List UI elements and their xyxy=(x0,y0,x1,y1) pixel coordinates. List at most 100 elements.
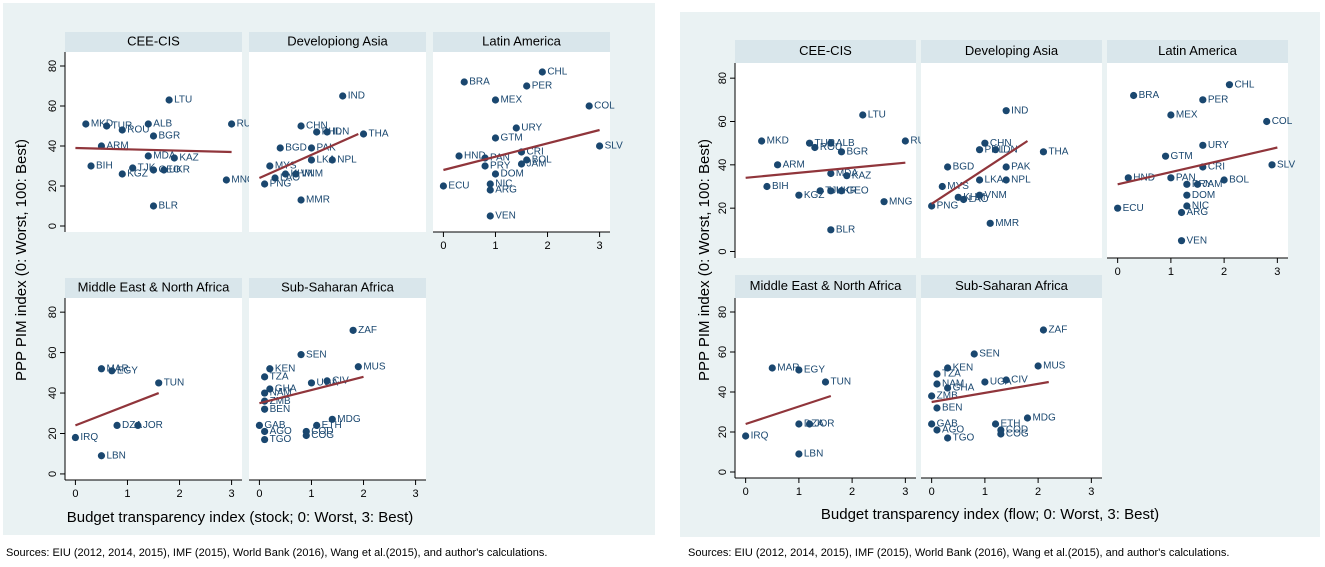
panel-title: Developiong Asia xyxy=(287,33,388,48)
point xyxy=(827,139,835,147)
point xyxy=(486,180,494,188)
point xyxy=(928,202,936,210)
point-label: CHN xyxy=(990,138,1012,149)
point-label: CIV xyxy=(1011,375,1028,386)
point xyxy=(837,148,846,156)
point xyxy=(71,433,80,442)
x-tick-label: 1 xyxy=(308,488,314,500)
point xyxy=(439,182,448,190)
point xyxy=(113,421,121,429)
point xyxy=(149,202,158,210)
point xyxy=(933,404,941,412)
panel-title: Latin America xyxy=(482,33,562,48)
point xyxy=(144,152,152,160)
point xyxy=(108,367,116,375)
point xyxy=(938,182,946,191)
point-label: LTU xyxy=(174,95,192,106)
point xyxy=(827,187,835,195)
fit-line xyxy=(1117,146,1278,186)
point-label: ARG xyxy=(1187,207,1209,218)
x-tick-label: 2 xyxy=(849,486,855,498)
point xyxy=(805,420,814,428)
point xyxy=(297,351,305,359)
x-tick-label: 2 xyxy=(1221,266,1227,278)
y-tick-label: 0 xyxy=(717,248,729,254)
point xyxy=(271,174,279,182)
point-label: UGA xyxy=(316,378,338,389)
point xyxy=(944,384,952,392)
point-label: BLR xyxy=(836,224,855,235)
point-label: SLV xyxy=(1277,159,1295,170)
point xyxy=(323,128,331,136)
point xyxy=(859,111,867,119)
x-tick-label: 1 xyxy=(982,486,988,498)
point-label: MEX xyxy=(500,95,522,106)
y-tick-label: 80 xyxy=(717,306,729,318)
point xyxy=(763,182,771,191)
point-label: ECU xyxy=(1123,203,1144,214)
point-label: PAK xyxy=(1011,162,1031,173)
point-label: LBN xyxy=(804,449,823,460)
x-tick-label: 2 xyxy=(176,488,182,500)
x-tick-label: 3 xyxy=(1274,266,1280,278)
point-label: KEN xyxy=(275,363,296,374)
point xyxy=(1183,202,1191,210)
point-label: ALB xyxy=(153,119,172,130)
point-label: TZA xyxy=(942,369,961,380)
point-label: ALB xyxy=(836,138,855,149)
point xyxy=(944,364,952,372)
point xyxy=(359,130,368,138)
panel-header xyxy=(1107,40,1288,63)
point-label: PAN xyxy=(490,153,510,164)
point xyxy=(118,170,126,178)
point-label: GAB xyxy=(264,420,285,431)
point-label: JAM xyxy=(1203,179,1223,190)
point-label: IDN xyxy=(1001,144,1018,155)
point-label: ARG xyxy=(495,185,517,196)
point-label: BLR xyxy=(159,201,178,212)
point-label: EGY xyxy=(117,365,138,376)
panel-header xyxy=(433,32,610,52)
y-tick-label: 60 xyxy=(47,100,59,112)
point-label: ETH xyxy=(1001,419,1021,430)
point xyxy=(975,146,984,154)
point xyxy=(970,350,978,358)
point-label: LKA xyxy=(316,155,335,166)
point-label: TUN xyxy=(164,378,185,389)
point xyxy=(144,120,152,128)
point xyxy=(323,377,331,385)
y-tick-label: 20 xyxy=(717,202,729,214)
point-label: DOM xyxy=(500,169,523,180)
x-tick-label: 3 xyxy=(1088,486,1094,498)
point-label: ROU xyxy=(127,125,149,136)
point-label: LKA xyxy=(985,175,1004,186)
point-label: BGD xyxy=(285,143,307,154)
point-label: AGO xyxy=(270,426,292,437)
point xyxy=(517,160,526,168)
point-label: VNM xyxy=(985,190,1007,201)
point-label: IRQ xyxy=(80,432,98,443)
y-tick-label: 0 xyxy=(47,223,59,229)
plot-area xyxy=(65,298,242,480)
point-label: MAR xyxy=(106,363,128,374)
point-label: GHA xyxy=(953,383,975,394)
point xyxy=(328,415,336,423)
point-label: ECU xyxy=(448,181,469,192)
point-label: ZMB xyxy=(270,396,291,407)
x-tick-label: 0 xyxy=(743,486,749,498)
point xyxy=(944,434,952,442)
point-label: CRI xyxy=(1208,162,1225,173)
point xyxy=(307,156,316,164)
plot-area xyxy=(921,63,1102,258)
point-label: TJK xyxy=(138,163,156,174)
point xyxy=(523,156,531,164)
y-tick-label: 0 xyxy=(47,471,59,477)
point-label: PNG xyxy=(270,179,292,190)
point xyxy=(975,176,984,184)
point xyxy=(758,137,766,145)
point-label: KAZ xyxy=(852,170,871,181)
point-label: BGR xyxy=(846,146,868,157)
point-label: BGR xyxy=(159,131,181,142)
point-label: KGZ xyxy=(127,169,148,180)
panel-header xyxy=(65,278,242,298)
